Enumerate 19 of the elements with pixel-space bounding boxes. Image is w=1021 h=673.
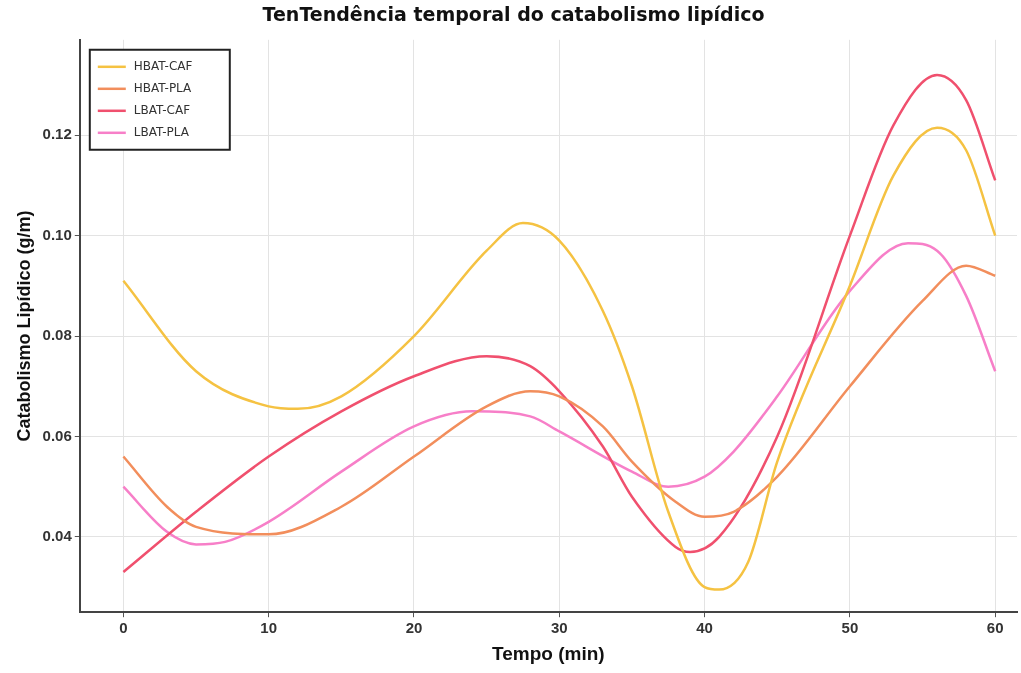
legend-label: LBAT-CAF — [133, 102, 191, 117]
x-tick-label: 60 — [986, 619, 1004, 637]
x-tick-label: 40 — [696, 619, 713, 637]
legend-label: HBAT-PLA — [133, 80, 193, 95]
y-tick-label: 0.12 — [42, 125, 72, 143]
x-tick-label: 30 — [550, 619, 568, 637]
y-tick-label: 0.06 — [42, 426, 72, 444]
x-tick-label: 20 — [405, 619, 423, 637]
x-tick-label: 10 — [260, 619, 278, 637]
x-axis-title: Tempo (min) — [492, 642, 605, 664]
y-tick-label: 0.04 — [42, 527, 73, 545]
y-tick-label: 0.10 — [42, 225, 72, 243]
legend-label: LBAT-PLA — [133, 124, 190, 139]
x-tick-label: 0 — [119, 619, 128, 637]
y-tick-label: 0.08 — [42, 326, 72, 344]
legend-label: HBAT-CAF — [133, 58, 193, 73]
chart-title: TenTendência temporal do catabolismo lipídico — [262, 3, 765, 26]
y-axis-title: Catabolismo Lipídico (g/m) — [13, 210, 34, 442]
x-tick-label: 50 — [841, 619, 859, 637]
